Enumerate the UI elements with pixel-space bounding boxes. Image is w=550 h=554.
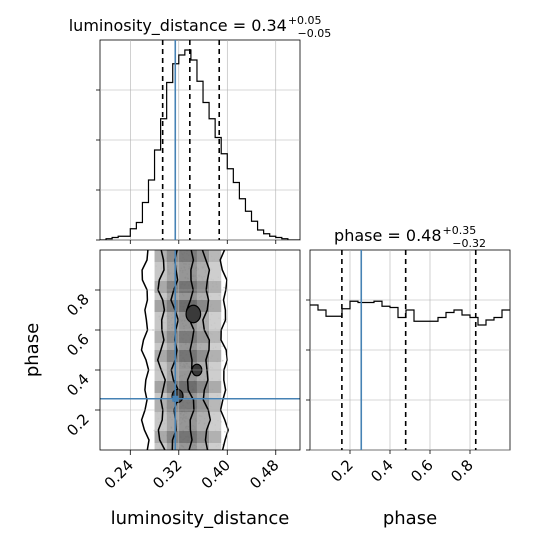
x-axis-label-ld: luminosity_distance [111, 508, 290, 529]
x-tick-label: 0.32 [149, 456, 185, 492]
density-cell [178, 400, 197, 412]
panel-frame [99, 249, 301, 451]
x-tick-label: 0.40 [198, 456, 234, 492]
scatter-point [223, 430, 226, 433]
density-column [196, 250, 210, 450]
scatter-point [223, 318, 225, 321]
density-cell [209, 300, 222, 312]
density-cell [209, 331, 222, 343]
y-tick-label: 0.6 [63, 330, 93, 360]
x-tick-label: 0.48 [246, 456, 282, 492]
density-cell [196, 300, 210, 312]
y-tick-label: 0.8 [63, 290, 93, 320]
density-cell [209, 350, 222, 362]
density-cell [209, 250, 222, 262]
y-axis-label-phase: phase [22, 323, 43, 377]
density-column [209, 250, 222, 450]
contour-line [219, 250, 229, 450]
contour-line [201, 250, 212, 450]
histogram-step-line [100, 49, 300, 240]
density-cell [154, 431, 167, 443]
x-tick-label: 0.2 [327, 456, 357, 486]
density-cell [209, 431, 222, 443]
x-axis-label-phase: phase [383, 508, 437, 529]
density-cell [209, 400, 222, 412]
contour-line [140, 250, 150, 450]
y-tick-label: 0.2 [63, 410, 93, 440]
density-cell [178, 281, 197, 293]
density-cell [178, 350, 197, 362]
density-cell [209, 381, 222, 393]
density-peak [185, 304, 202, 324]
joint-density-panel [99, 249, 301, 451]
density-cell [154, 400, 167, 412]
density-cell [166, 331, 179, 343]
truth-marker [172, 395, 179, 402]
ld-title: luminosity_distance = 0.34+0.05 −0.05 [69, 14, 332, 40]
histogram-step-line [310, 300, 510, 326]
density-cell [196, 400, 210, 412]
ld-histogram-panel [96, 39, 301, 244]
x-tick-label: 0.4 [367, 456, 397, 486]
x-tick-label: 0.24 [101, 456, 137, 492]
scatter-point [221, 359, 224, 362]
phase-title: phase = 0.48+0.35 −0.32 [334, 224, 486, 250]
density-cell [154, 281, 167, 293]
density-cell [196, 431, 210, 443]
x-tick-label: 0.8 [447, 456, 477, 486]
contour-line [156, 250, 166, 450]
density-cell [178, 250, 197, 262]
scatter-point [221, 345, 224, 348]
density-cell [154, 331, 167, 343]
density-shading [154, 250, 222, 450]
density-column [178, 250, 197, 450]
density-cell [178, 431, 197, 443]
density-cell [178, 331, 197, 343]
x-tick-label: 0.6 [407, 456, 437, 486]
phase-histogram-panel [306, 249, 511, 454]
density-cell [209, 281, 222, 293]
contour-line [186, 250, 195, 450]
y-tick-label: 0.4 [63, 370, 93, 400]
density-cell [154, 250, 167, 262]
scatter-point [223, 286, 226, 289]
